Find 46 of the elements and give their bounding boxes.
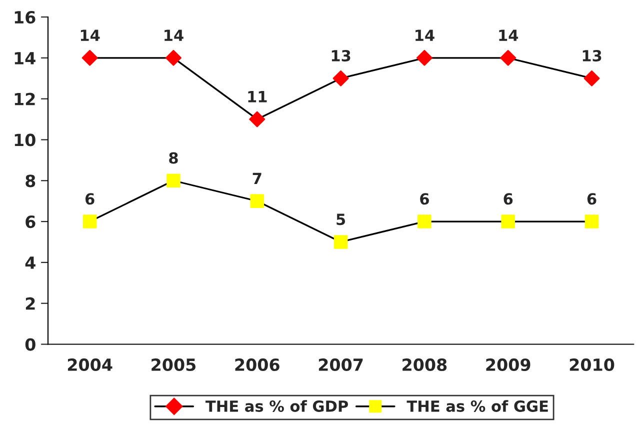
data-label: 14	[416, 30, 434, 41]
point	[334, 235, 348, 249]
data-label: 11	[248, 91, 267, 102]
data-label: 7	[252, 172, 262, 184]
data-label: 6	[587, 193, 596, 205]
point	[332, 70, 349, 86]
legend-label: THE as % of GDP	[206, 400, 348, 412]
point	[250, 194, 264, 208]
point	[584, 214, 599, 228]
y-tick-label: 4	[25, 256, 36, 269]
y-tick-label: 8	[26, 174, 36, 188]
data-label: 14	[164, 30, 184, 41]
data-label: 13	[582, 50, 602, 62]
data-label: 14	[80, 30, 100, 41]
x-tick-label: 2007	[318, 358, 363, 372]
y-tick-label: 0	[25, 338, 36, 351]
point	[418, 214, 432, 228]
y-tick-label: 12	[14, 92, 35, 106]
x-tick-label: 2005	[152, 358, 196, 372]
point	[249, 111, 266, 128]
data-label: 13	[332, 50, 350, 62]
y-tick-label: 2	[26, 297, 35, 310]
point	[584, 70, 600, 86]
legend-label: THE as % of GGE	[406, 400, 548, 412]
point	[166, 50, 182, 66]
x-tick-label: 2004	[68, 358, 112, 372]
point	[166, 174, 180, 188]
x-tick-label: 2008	[402, 358, 447, 372]
y-tick-label: 10	[14, 134, 36, 146]
point	[82, 50, 98, 66]
x-tick-label: 2010	[570, 358, 614, 372]
y-tick-label: 14	[14, 52, 36, 64]
data-label: 6	[420, 193, 429, 205]
point	[416, 50, 432, 66]
point	[82, 214, 97, 228]
point	[501, 214, 516, 228]
data-label: 6	[504, 193, 513, 205]
data-label: 14	[499, 30, 518, 41]
data-label: 8	[169, 152, 178, 164]
x-tick-label: 2006	[235, 358, 280, 372]
data-label: 5	[336, 214, 346, 226]
y-tick-label: 6	[26, 216, 36, 228]
x-tick-label: 2009	[486, 358, 530, 372]
y-tick-label: 16	[14, 10, 36, 24]
data-label: 6	[85, 193, 94, 205]
point	[500, 50, 516, 66]
